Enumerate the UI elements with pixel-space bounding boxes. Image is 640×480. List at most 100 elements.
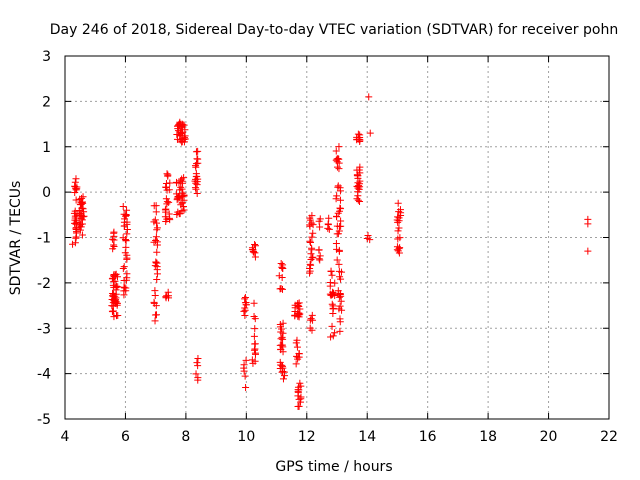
data-point: [306, 260, 314, 268]
data-point: [331, 279, 339, 287]
y-tick-label: 2: [42, 94, 51, 110]
data-point: [180, 135, 188, 143]
data-point: [108, 235, 116, 243]
data-point: [292, 360, 300, 368]
data-point: [193, 181, 201, 189]
data-point: [79, 193, 87, 201]
data-point: [353, 166, 361, 174]
data-point: [163, 292, 171, 300]
data-point: [308, 233, 316, 241]
data-point: [165, 198, 173, 206]
data-point: [276, 341, 284, 349]
data-point: [250, 346, 258, 354]
data-point: [356, 177, 364, 185]
data-point: [327, 267, 335, 275]
x-tick-label: 8: [181, 429, 190, 445]
data-point: [77, 223, 85, 231]
data-point: [316, 223, 324, 231]
data-point: [151, 317, 159, 325]
data-point: [334, 209, 342, 217]
data-point: [336, 290, 344, 298]
data-point: [191, 177, 199, 185]
data-point: [249, 247, 257, 255]
data-point: [330, 289, 338, 297]
data-points: [69, 93, 592, 410]
data-point: [335, 247, 343, 255]
data-point: [71, 178, 79, 186]
data-point: [306, 237, 314, 245]
x-tick-label: 4: [61, 429, 70, 445]
data-point: [241, 304, 249, 312]
data-point: [109, 307, 117, 315]
data-point: [191, 162, 199, 170]
data-point: [337, 297, 345, 305]
y-tick-label: -1: [37, 231, 51, 247]
data-point: [120, 276, 128, 284]
data-point: [324, 221, 332, 229]
data-point: [72, 196, 80, 204]
data-point: [307, 250, 315, 258]
data-point: [151, 216, 159, 224]
data-point: [315, 255, 323, 263]
data-point: [79, 199, 87, 207]
data-point: [153, 248, 161, 256]
data-point: [281, 372, 289, 380]
data-point: [163, 198, 171, 206]
data-point: [297, 382, 305, 390]
data-point: [306, 222, 314, 230]
data-point: [123, 206, 131, 214]
y-tick-label: -3: [37, 321, 51, 337]
data-point: [337, 222, 345, 230]
data-point: [295, 309, 303, 317]
data-point: [173, 196, 181, 204]
data-point: [336, 196, 344, 204]
data-point: [112, 286, 120, 294]
data-point: [179, 189, 187, 197]
data-point: [250, 332, 258, 340]
data-point: [179, 179, 187, 187]
data-point: [163, 215, 171, 223]
data-point: [278, 264, 286, 272]
data-point: [75, 219, 83, 227]
data-point: [166, 179, 174, 187]
data-point: [178, 185, 186, 193]
data-point: [332, 239, 340, 247]
data-point: [293, 343, 301, 351]
data-point: [164, 171, 172, 179]
data-point: [308, 246, 316, 254]
data-point: [326, 279, 334, 287]
data-point: [276, 323, 284, 331]
data-point: [193, 190, 201, 198]
data-point: [123, 230, 131, 238]
plot-frame: [64, 55, 610, 420]
data-point: [178, 175, 186, 183]
data-point: [277, 259, 285, 267]
data-point: [394, 247, 402, 255]
data-point: [291, 301, 299, 309]
x-tick-label: 6: [121, 429, 130, 445]
data-point: [78, 231, 86, 239]
data-point: [72, 224, 80, 232]
data-point: [325, 225, 333, 233]
data-point: [279, 368, 287, 376]
data-point: [152, 311, 160, 319]
data-point: [110, 297, 118, 305]
data-point: [248, 356, 256, 364]
data-point: [338, 306, 346, 314]
data-point: [122, 211, 130, 219]
data-point: [78, 205, 86, 213]
data-point: [242, 356, 250, 364]
data-point: [251, 249, 259, 257]
data-point: [120, 263, 128, 271]
data-point: [364, 232, 372, 240]
y-tick-label: -2: [37, 276, 51, 292]
data-point: [123, 225, 131, 233]
data-point: [584, 220, 592, 228]
data-point: [241, 372, 249, 380]
data-point: [250, 299, 258, 307]
data-point: [119, 264, 127, 272]
y-tick-label: -4: [37, 367, 51, 383]
data-point: [123, 220, 131, 228]
